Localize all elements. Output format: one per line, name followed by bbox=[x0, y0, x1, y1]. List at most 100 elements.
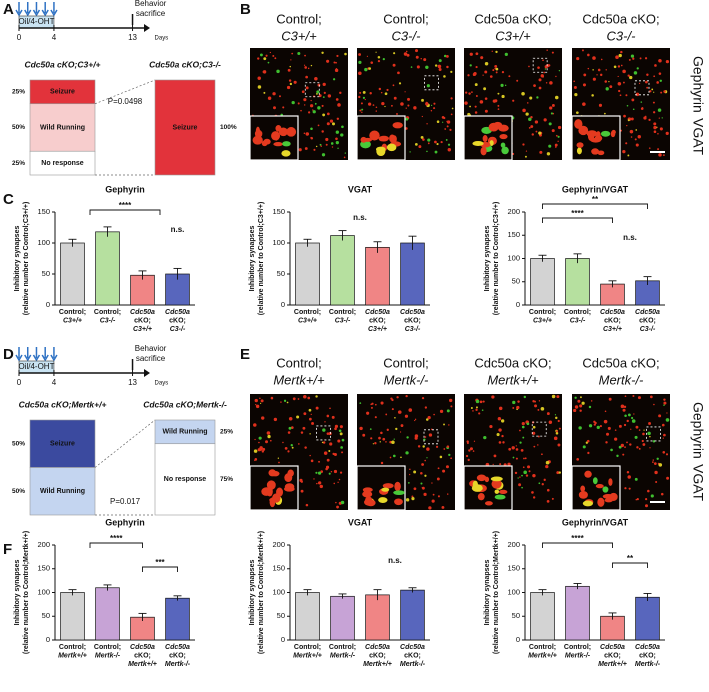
puncta bbox=[400, 424, 404, 427]
puncta bbox=[484, 97, 488, 100]
puncta bbox=[372, 104, 375, 106]
puncta bbox=[305, 503, 309, 507]
bar bbox=[365, 246, 390, 306]
puncta bbox=[326, 432, 330, 435]
puncta bbox=[273, 106, 276, 110]
x-tick-label: C3+/+ bbox=[368, 326, 387, 333]
timeline-arrowhead bbox=[144, 24, 150, 32]
injection-arrowhead bbox=[50, 354, 58, 362]
puncta bbox=[288, 417, 293, 421]
puncta bbox=[277, 457, 280, 459]
significance-label: n.s. bbox=[623, 233, 637, 242]
puncta bbox=[605, 441, 608, 444]
puncta bbox=[532, 496, 536, 499]
puncta bbox=[321, 441, 324, 444]
puncta bbox=[421, 98, 424, 102]
puncta bbox=[525, 474, 529, 477]
puncta bbox=[556, 395, 560, 399]
puncta bbox=[322, 441, 326, 444]
puncta bbox=[427, 138, 431, 142]
puncta bbox=[639, 57, 642, 60]
puncta bbox=[527, 465, 531, 469]
panel-label: C bbox=[3, 191, 14, 208]
puncta bbox=[558, 70, 561, 72]
roi-box bbox=[634, 80, 650, 96]
inset-puncta bbox=[488, 122, 499, 132]
x-tick-label: Mertk+/+ bbox=[58, 652, 87, 659]
puncta bbox=[307, 396, 311, 400]
y-tick-label: 200 bbox=[507, 207, 520, 216]
panel-label: D bbox=[3, 346, 14, 363]
puncta bbox=[442, 121, 444, 123]
puncta bbox=[330, 470, 333, 473]
puncta bbox=[495, 50, 498, 54]
puncta bbox=[645, 80, 648, 84]
puncta bbox=[420, 135, 424, 139]
puncta bbox=[404, 414, 409, 418]
puncta bbox=[397, 71, 400, 75]
y-tick-label: 0 bbox=[46, 635, 50, 644]
puncta bbox=[380, 401, 384, 405]
puncta bbox=[323, 451, 328, 455]
error-bar bbox=[643, 593, 652, 602]
puncta bbox=[661, 423, 665, 427]
y-tick-label: 50 bbox=[512, 611, 520, 620]
puncta bbox=[420, 471, 423, 475]
stain-label: VGAT bbox=[690, 118, 706, 156]
y-axis-label: Inhibitory synapses bbox=[14, 226, 21, 292]
puncta bbox=[334, 68, 339, 73]
puncta bbox=[297, 52, 301, 56]
y-tick-label: 50 bbox=[42, 611, 50, 620]
puncta bbox=[663, 433, 666, 437]
puncta bbox=[483, 435, 487, 440]
puncta bbox=[257, 76, 261, 81]
panel-label: A bbox=[3, 1, 14, 18]
puncta bbox=[320, 145, 322, 147]
y-tick-label: 0 bbox=[516, 300, 520, 309]
puncta bbox=[425, 102, 429, 106]
bar bbox=[295, 592, 320, 641]
puncta bbox=[661, 117, 663, 119]
puncta bbox=[630, 428, 632, 430]
puncta bbox=[635, 143, 639, 147]
y-axis-label: Inhibitory synapses bbox=[484, 226, 491, 292]
error-bar bbox=[538, 254, 547, 262]
puncta bbox=[370, 406, 373, 409]
puncta bbox=[658, 463, 663, 467]
bar bbox=[330, 235, 355, 306]
y-axis-label: (relative number to Control;Mertk+/+) bbox=[23, 531, 30, 654]
timeline-tick-label: 0 bbox=[17, 378, 22, 387]
puncta bbox=[272, 54, 275, 57]
puncta bbox=[521, 486, 523, 489]
puncta bbox=[635, 425, 639, 429]
roi-box bbox=[531, 421, 547, 437]
puncta bbox=[517, 400, 520, 403]
puncta bbox=[255, 404, 260, 409]
puncta bbox=[654, 64, 657, 67]
puncta bbox=[409, 468, 411, 470]
error-bar bbox=[303, 238, 312, 247]
puncta bbox=[629, 129, 634, 134]
puncta bbox=[446, 409, 450, 413]
stain-label: VGAT bbox=[690, 464, 706, 502]
puncta bbox=[414, 143, 418, 146]
significance-bracket bbox=[89, 209, 161, 215]
group-title: Cdc50a cKO;C3-/- bbox=[149, 59, 221, 69]
x-tick-label: C3-/- bbox=[570, 317, 586, 324]
x-tick-label: Mertk-/- bbox=[635, 661, 661, 668]
puncta bbox=[451, 107, 454, 110]
puncta bbox=[375, 51, 377, 53]
puncta bbox=[420, 58, 422, 60]
timeline-arrowhead bbox=[144, 369, 150, 377]
y-tick-label: 50 bbox=[512, 277, 520, 286]
puncta bbox=[378, 87, 382, 91]
x-tick-label: Control; bbox=[94, 309, 121, 316]
puncta bbox=[653, 130, 657, 134]
puncta bbox=[555, 134, 558, 137]
puncta bbox=[310, 127, 313, 131]
puncta bbox=[464, 101, 468, 105]
puncta bbox=[335, 61, 337, 64]
inset-puncta bbox=[393, 490, 405, 495]
puncta bbox=[254, 438, 256, 441]
puncta bbox=[635, 129, 638, 131]
